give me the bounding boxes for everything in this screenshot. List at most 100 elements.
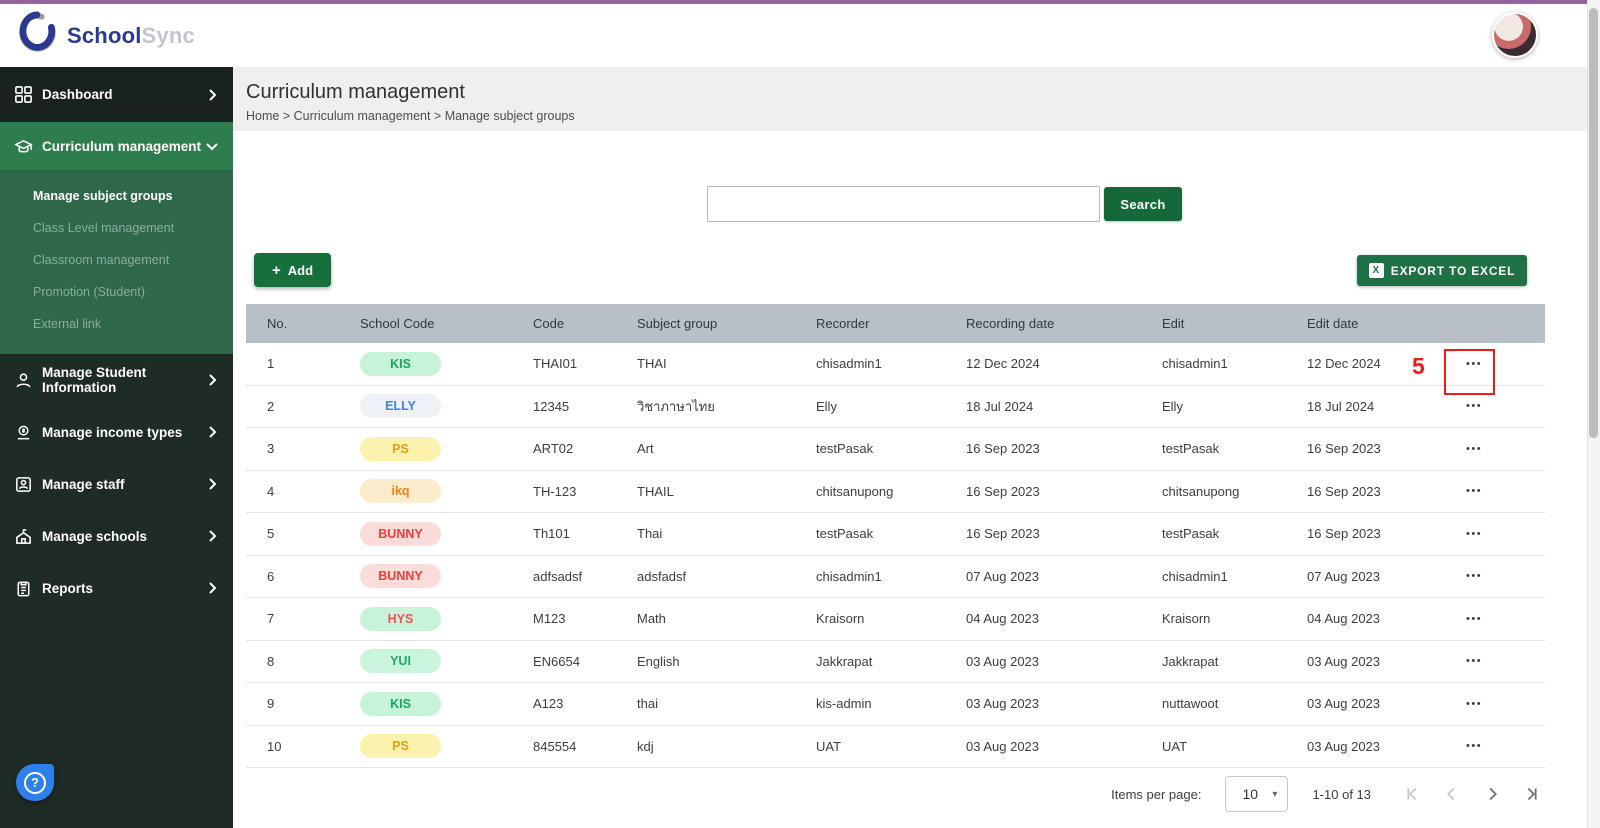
app-header: SchoolSync xyxy=(0,4,1600,67)
row-actions-menu-button[interactable]: ••• xyxy=(1462,567,1486,585)
row-actions-menu-button[interactable]: ••• xyxy=(1462,695,1486,713)
sidebar-subitem-classroom-management[interactable]: Classroom management xyxy=(33,253,170,267)
plus-icon: + xyxy=(271,261,281,279)
cell-no: 3 xyxy=(267,441,275,457)
search-button[interactable]: Search xyxy=(1104,187,1182,221)
table-row[interactable]: 5 BUNNY Th101 Thai testPasak 16 Sep 2023… xyxy=(246,513,1545,556)
table-row[interactable]: 3 PS ART02 Art testPasak 16 Sep 2023 tes… xyxy=(246,428,1545,471)
table-row[interactable]: 2 ELLY 12345 วิชาภาษาไทย Elly 18 Jul 202… xyxy=(246,385,1545,428)
school-code-badge: KIS xyxy=(360,351,441,376)
sidebar-subitem-promotion-student[interactable]: Promotion (Student) xyxy=(33,285,145,299)
first-page-button[interactable] xyxy=(1399,781,1425,807)
cell-school-code: ikq xyxy=(339,479,512,504)
dashboard-grid-icon xyxy=(14,85,33,104)
table-row[interactable]: 4 ikq TH-123 THAIL chitsanupong 16 Sep 2… xyxy=(246,470,1545,513)
sidebar-item-manage-staff[interactable]: Manage staff xyxy=(0,458,233,510)
page-title: Curriculum management xyxy=(246,81,465,103)
money-coin-icon xyxy=(14,423,33,442)
add-button[interactable]: + Add xyxy=(254,253,331,287)
table-row[interactable]: 8 YUI EN6654 English Jakkrapat 03 Aug 20… xyxy=(246,640,1545,683)
cell-code: THAI01 xyxy=(533,356,578,372)
school-code-badge: ikq xyxy=(360,479,441,504)
cell-recording-date: 16 Sep 2023 xyxy=(966,483,1040,499)
cell-code: A123 xyxy=(533,696,564,712)
sidebar-subitem-class-level-management[interactable]: Class Level management xyxy=(33,221,175,235)
table-row[interactable]: 1 KIS THAI01 THAI chisadmin1 12 Dec 2024… xyxy=(246,343,1545,386)
row-actions-menu-button[interactable]: ••• xyxy=(1462,652,1486,670)
search-row: Keyword : Search xyxy=(233,186,1600,222)
row-actions-menu-button[interactable]: ••• xyxy=(1462,737,1486,755)
cell-recorder: kis-admin xyxy=(816,696,872,712)
keyword-input[interactable] xyxy=(707,186,1100,222)
row-actions-menu-button[interactable]: ••• xyxy=(1462,397,1486,415)
cell-recorder: chisadmin1 xyxy=(816,356,882,372)
scrollbar-track[interactable] xyxy=(1587,0,1600,828)
last-page-button[interactable] xyxy=(1519,781,1545,807)
cell-subject-group: THAI xyxy=(637,356,667,372)
sidebar-item-manage-student-information[interactable]: Manage Student Information xyxy=(0,354,233,406)
sidebar-item-manage-income-types[interactable]: Manage income types xyxy=(0,406,233,458)
pagination-range: 1-10 of 13 xyxy=(1312,786,1371,802)
brand-logo[interactable]: SchoolSync xyxy=(13,10,195,61)
cell-code: 845554 xyxy=(533,738,577,754)
help-widget-button[interactable]: ? xyxy=(16,764,54,801)
cell-edit-date: 16 Sep 2023 xyxy=(1307,526,1381,542)
scrollbar-thumb[interactable] xyxy=(1589,8,1598,438)
row-actions-menu-button[interactable]: ••• xyxy=(1462,440,1486,458)
school-code-badge: YUI xyxy=(360,649,441,674)
table-row[interactable]: 7 HYS M123 Math Kraisorn 04 Aug 2023 Kra… xyxy=(246,598,1545,641)
cell-edit: Jakkrapat xyxy=(1162,653,1219,669)
row-actions-menu-button[interactable]: ••• xyxy=(1462,482,1486,500)
sidebar-subitem-external-link[interactable]: External link xyxy=(33,317,102,331)
cell-recording-date: 18 Jul 2024 xyxy=(966,398,1034,414)
row-actions-menu-button[interactable]: ••• xyxy=(1462,610,1486,628)
user-avatar[interactable] xyxy=(1492,12,1538,58)
cell-edit-date: 04 Aug 2023 xyxy=(1307,611,1381,627)
cell-edit: testPasak xyxy=(1162,526,1220,542)
row-actions-menu-button[interactable]: ••• xyxy=(1462,525,1486,543)
cell-edit-date: 16 Sep 2023 xyxy=(1307,441,1381,457)
row-actions-menu-button[interactable]: ••• xyxy=(1462,355,1486,373)
sidebar-item-manage-schools[interactable]: Manage schools xyxy=(0,510,233,562)
cell-edit: chitsanupong xyxy=(1162,483,1240,499)
graduation-cap-icon xyxy=(14,137,33,156)
cell-subject-group: Art xyxy=(637,441,654,457)
cell-no: 5 xyxy=(267,526,275,542)
cell-recording-date: 03 Aug 2023 xyxy=(966,653,1040,669)
cell-edit: Kraisorn xyxy=(1162,611,1211,627)
page-header-band: Curriculum management Home > Curriculum … xyxy=(233,67,1600,131)
table-row[interactable]: 9 KIS A123 thai kis-admin 03 Aug 2023 nu… xyxy=(246,683,1545,726)
cell-subject-group: kdj xyxy=(637,738,654,754)
cell-code: EN6654 xyxy=(533,653,580,669)
sidebar-item-label: Dashboard xyxy=(42,87,113,102)
cell-subject-group: THAIL xyxy=(637,483,674,499)
items-per-page-value: 10 xyxy=(1242,786,1259,802)
cell-subject-group: adsfadsf xyxy=(637,568,687,584)
cell-recorder: Kraisorn xyxy=(816,611,865,627)
cell-code: M123 xyxy=(533,611,566,627)
items-per-page-label: Items per page: xyxy=(1111,786,1202,802)
export-to-excel-button[interactable]: X EXPORT TO EXCEL xyxy=(1357,255,1527,286)
previous-page-button[interactable] xyxy=(1439,781,1465,807)
sidebar-item-dashboard[interactable]: Dashboard xyxy=(0,67,233,122)
cell-code: ART02 xyxy=(533,441,574,457)
school-building-icon xyxy=(14,527,33,546)
items-per-page-select[interactable]: 10 ▾ xyxy=(1225,776,1289,812)
school-code-badge: PS xyxy=(360,436,441,461)
cell-recorder: UAT xyxy=(816,738,842,754)
table-row[interactable]: 10 PS 845554 kdj UAT 03 Aug 2023 UAT 03 … xyxy=(246,725,1545,768)
cell-edit-date: 03 Aug 2023 xyxy=(1307,738,1381,754)
sidebar-item-curriculum-management[interactable]: Curriculum management xyxy=(0,122,233,170)
next-page-button[interactable] xyxy=(1479,781,1505,807)
sidebar-item-reports[interactable]: Reports xyxy=(0,562,233,614)
cell-code: 12345 xyxy=(533,398,570,414)
sidebar-item-label: Reports xyxy=(42,580,94,596)
cell-edit: Elly xyxy=(1162,398,1183,414)
sidebar: Dashboard Curriculum management Manage s… xyxy=(0,67,233,828)
cell-recorder: Jakkrapat xyxy=(816,653,873,669)
school-code-badge: ELLY xyxy=(360,394,441,419)
column-header-edit: Edit xyxy=(1162,316,1185,331)
sidebar-subitem-manage-subject-groups[interactable]: Manage subject groups xyxy=(33,189,173,203)
table-row[interactable]: 6 BUNNY adfsadsf adsfadsf chisadmin1 07 … xyxy=(246,555,1545,598)
